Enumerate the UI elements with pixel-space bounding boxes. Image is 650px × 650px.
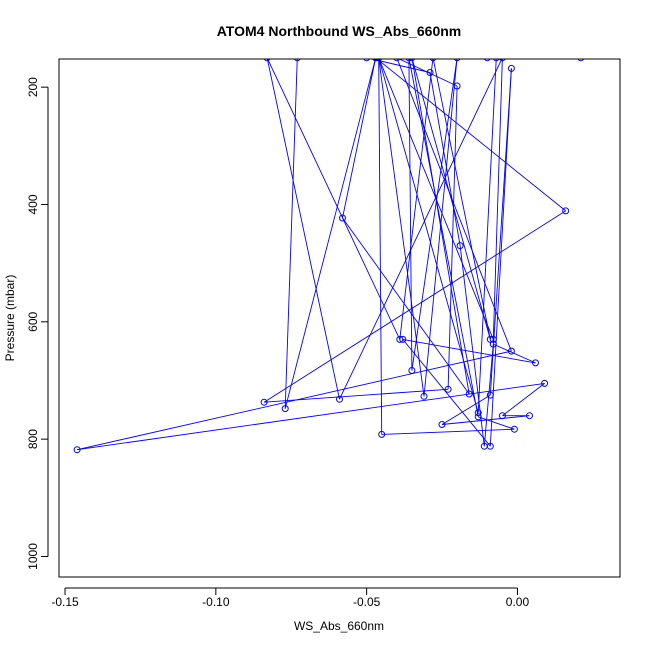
series-line-segment — [339, 59, 503, 400]
series-line-segment — [263, 210, 566, 403]
data-point — [263, 59, 271, 62]
data-point — [526, 412, 533, 420]
data-point — [507, 347, 515, 355]
series-line-segment — [459, 245, 485, 447]
data-point — [474, 413, 482, 421]
x-axis-label: WS_Abs_660nm — [294, 619, 384, 633]
data-point — [541, 379, 549, 387]
data-point — [486, 391, 494, 399]
data-point — [363, 59, 370, 62]
x-tick-label: -0.15 — [51, 595, 79, 609]
data-point — [577, 59, 585, 62]
data-point — [408, 59, 416, 62]
data-point — [405, 59, 413, 62]
data-point — [456, 242, 464, 250]
data-point — [499, 59, 506, 62]
series-line-segment — [502, 383, 545, 417]
data-point — [281, 405, 289, 413]
data-point — [498, 412, 506, 420]
series-line-segment — [284, 59, 376, 409]
data-point — [486, 442, 494, 450]
chart-title: ATOM4 Northbound WS_Abs_660nm — [217, 23, 462, 39]
data-point — [260, 398, 268, 406]
data-point — [393, 59, 401, 62]
data-point — [438, 421, 446, 428]
series-line-segment — [266, 59, 340, 400]
data-point — [294, 59, 301, 62]
data-layer — [73, 59, 585, 454]
axes-layer: -0.15 -0.10 -0.05 0.00 200 400 600 800 1000 — [26, 77, 529, 609]
series-line-segment — [284, 59, 298, 409]
data-point — [453, 82, 461, 90]
data-point — [426, 69, 434, 76]
data-point — [484, 59, 491, 62]
data-point — [474, 409, 482, 417]
x-tick-label: 0.00 — [506, 595, 530, 609]
series-line-segment — [402, 338, 536, 364]
series-line-segment — [381, 428, 515, 435]
series-line-segment — [264, 388, 449, 403]
data-point — [489, 340, 497, 348]
y-tick-label: 1000 — [26, 543, 40, 570]
data-point — [510, 425, 518, 433]
data-point — [562, 207, 570, 215]
data-point — [336, 395, 343, 403]
data-point — [453, 59, 461, 62]
data-point — [378, 430, 386, 438]
y-axis-label: Pressure (mbar) — [3, 275, 17, 362]
data-point — [73, 446, 81, 454]
data-point — [375, 59, 382, 62]
x-tick-label: -0.10 — [202, 595, 230, 609]
series-line-segment — [77, 382, 545, 451]
series-line-segment — [441, 415, 530, 425]
series-line-segment — [477, 59, 497, 413]
series-line-segment — [432, 59, 491, 340]
data-point — [493, 59, 500, 62]
series-line-segment — [483, 344, 494, 447]
data-point — [420, 392, 428, 400]
series-line-segment — [429, 72, 461, 246]
series-line-segment — [408, 59, 413, 371]
x-tick-label: -0.05 — [353, 595, 381, 609]
y-tick-label: 400 — [26, 194, 40, 214]
data-point — [489, 335, 497, 343]
series-line-segment — [447, 85, 458, 390]
data-point — [429, 59, 437, 62]
data-point — [465, 390, 473, 398]
y-tick-label: 600 — [26, 311, 40, 331]
series-line-segment — [411, 59, 491, 340]
data-point — [339, 214, 346, 222]
data-point — [396, 335, 404, 343]
series-line-segment — [411, 59, 458, 371]
series-line-segment — [267, 59, 401, 340]
series-line-segment — [402, 339, 491, 447]
plot-frame — [58, 58, 621, 578]
series-line-segment — [378, 59, 479, 413]
series-line-segment — [489, 68, 512, 447]
series-line-segment — [492, 59, 503, 340]
data-point — [532, 359, 539, 367]
series-line-segment — [342, 217, 470, 395]
data-point — [399, 335, 407, 343]
series-line-segment — [376, 59, 566, 212]
series-line-segment — [493, 343, 536, 364]
series-line-segment — [342, 59, 376, 219]
y-tick-label: 200 — [26, 77, 40, 97]
series-line-segment — [378, 59, 383, 435]
series-line-segment — [378, 59, 425, 397]
data-point — [507, 64, 515, 72]
series-line-segment — [478, 416, 515, 430]
data-point — [408, 367, 416, 374]
series-line-segment — [423, 59, 458, 397]
series-line-segment — [441, 394, 491, 425]
data-point — [444, 385, 452, 393]
series-line-segment — [399, 59, 434, 340]
data-point — [372, 59, 379, 62]
y-tick-label: 800 — [26, 429, 40, 449]
series-line-segment — [396, 59, 512, 352]
